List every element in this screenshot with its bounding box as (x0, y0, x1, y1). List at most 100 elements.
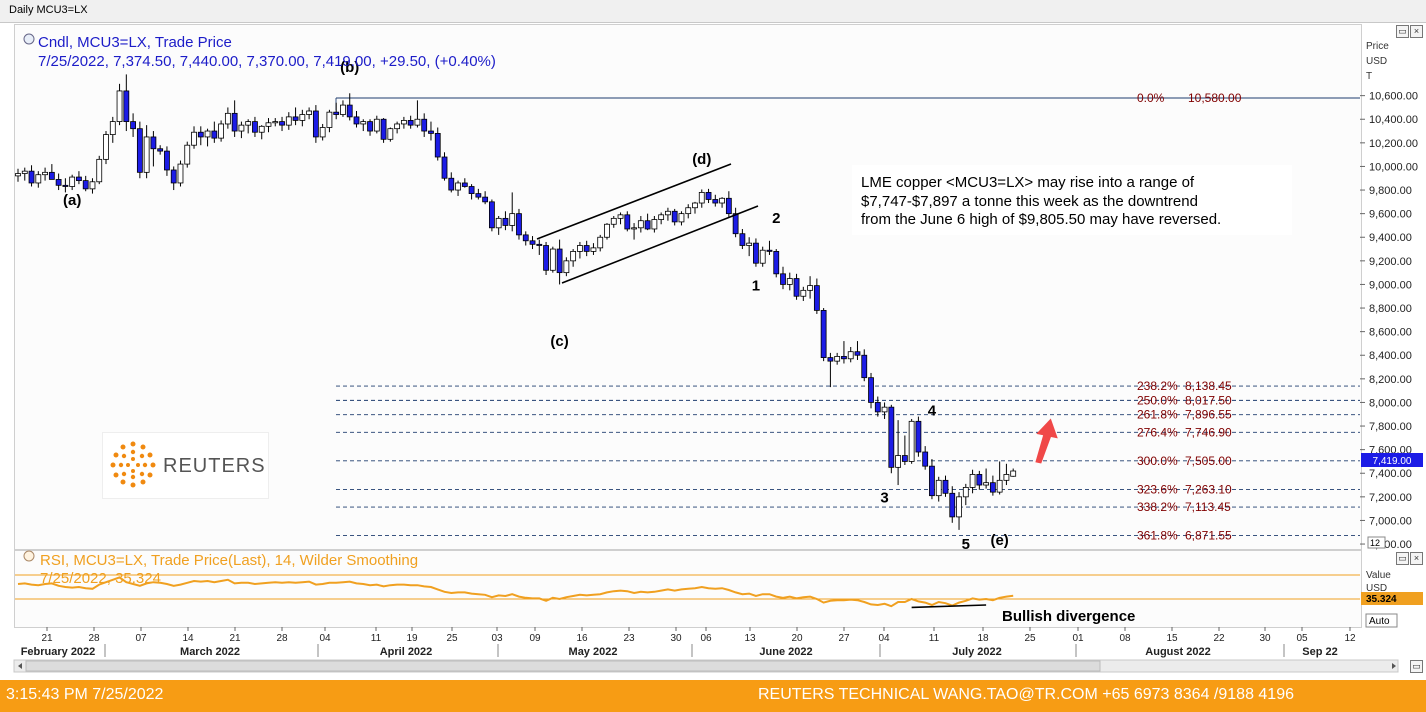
candle-down (170, 169, 177, 184)
last-price-tag-bg (1361, 453, 1423, 467)
annotations: LME copper <MCU3=LX> may rise into a ran… (536, 163, 1292, 464)
candle-down (854, 351, 861, 356)
candle-up (414, 118, 421, 126)
candle-up (245, 121, 252, 126)
scroll-end-button[interactable]: ▭ (1410, 660, 1423, 673)
window-title: Daily MCU3=LX (9, 4, 88, 16)
time-month-label: May 2022 (569, 646, 618, 658)
time-day-label: 22 (1213, 633, 1225, 644)
candle-down (123, 90, 130, 123)
last-price-tag: 7,419.00 (1373, 456, 1412, 467)
candle-up (265, 122, 272, 127)
candle-down (502, 217, 509, 226)
candle-down (76, 176, 82, 182)
time-month-label: April 2022 (380, 646, 433, 658)
candle-down (130, 121, 136, 130)
annotation-line-1: LME copper <MCU3=LX> may rise into a ran… (861, 174, 1195, 191)
price-tick-label: 8,200.00 (1369, 374, 1412, 386)
candle-up (617, 214, 624, 219)
candle-down (766, 249, 773, 252)
auto-button[interactable] (1365, 613, 1398, 628)
rsi-panel-restore-button[interactable]: ▭ (1396, 552, 1409, 565)
time-day-label: 18 (977, 633, 989, 644)
time-day-label: 30 (670, 633, 682, 644)
candle-up (577, 245, 583, 252)
candle-down (739, 233, 746, 246)
time-day-label: 28 (276, 633, 288, 644)
candle-down (705, 192, 712, 200)
candle-up (455, 182, 461, 191)
price-axis-title-1: Price (1366, 41, 1389, 52)
candle-down (367, 121, 373, 132)
chart-canvas: 0.0% 10,580.00 238.2% 8,138.45 250.0% 8,017.5… (13, 33, 1423, 673)
candle-down (48, 171, 55, 180)
candle-down (820, 310, 827, 359)
legend-info-icon[interactable] (23, 33, 35, 45)
fib-price-label: 8,017.50 (1185, 393, 1232, 407)
candle-down (150, 136, 157, 150)
candle-up (1010, 470, 1017, 477)
candle-up (800, 289, 807, 297)
main-panel-close-button[interactable]: × (1410, 25, 1423, 38)
candle-up (719, 197, 725, 204)
candle-down (434, 133, 441, 158)
bullish-divergence-label: Bullish divergence (1002, 608, 1135, 625)
time-month-label: March 2022 (180, 646, 240, 658)
candle-up (597, 236, 604, 249)
candle-up (746, 242, 753, 246)
time-day-label: 20 (791, 633, 803, 644)
candle-down (428, 130, 434, 134)
candle-down (671, 210, 678, 223)
price-tick-label: 9,200.00 (1369, 256, 1412, 268)
candle-down (164, 150, 170, 171)
candle-up (759, 249, 766, 264)
rsi-panel-close-button[interactable]: × (1410, 552, 1423, 565)
candle-up (69, 176, 76, 187)
price-tick-label: 9,600.00 (1369, 209, 1412, 221)
candle-down (901, 455, 908, 462)
candle-up (895, 455, 901, 468)
time-day-label: 25 (446, 633, 458, 644)
zoom-box[interactable] (1367, 536, 1386, 549)
candle-up (96, 158, 103, 183)
price-tick-label: 8,600.00 (1369, 327, 1412, 339)
time-day-label: 14 (182, 633, 194, 644)
candle-up (218, 123, 225, 139)
price-tick-label: 7,800.00 (1369, 421, 1412, 433)
rsi-legend-info-icon[interactable] (23, 550, 35, 562)
wave-label: (a) (63, 192, 81, 209)
scrollbar-thumb[interactable] (25, 660, 1101, 672)
candle-up (678, 213, 685, 223)
fib-percent-label: 238.2% (1137, 379, 1178, 393)
price-tick-label: 8,400.00 (1369, 350, 1412, 362)
legend-ohlc-values: 7/25/2022, 7,374.50, 7,440.00, 7,370.00,… (38, 53, 496, 70)
candle-up (272, 121, 279, 124)
candle-down (211, 130, 218, 139)
channel-lower-line (561, 205, 759, 284)
candle-down (157, 148, 164, 152)
candle-up (177, 163, 184, 184)
candle-up (116, 90, 123, 123)
time-day-label: 16 (576, 633, 588, 644)
fib-price-label: 7,896.55 (1185, 408, 1232, 422)
candle-up (610, 217, 617, 225)
candle-up (42, 171, 48, 176)
price-tick-label: 8,000.00 (1369, 397, 1412, 409)
candle-down (543, 245, 549, 271)
candle-up (570, 251, 577, 262)
wave-label: (d) (692, 151, 711, 168)
price-tick-label: 10,600.00 (1369, 91, 1418, 103)
candles (15, 74, 1017, 530)
rsi-tag-bg (1361, 592, 1423, 605)
candle-up (103, 134, 109, 160)
candle-up (191, 131, 197, 146)
fib-price-label: 8,138.45 (1185, 379, 1232, 393)
candle-down (468, 186, 475, 194)
candle-up (143, 136, 150, 173)
candle-down (346, 104, 353, 118)
main-panel-restore-button[interactable]: ▭ (1396, 25, 1409, 38)
fib-price-label: 6,871.55 (1185, 529, 1232, 543)
fib-percent-label: 300.0% (1137, 454, 1178, 468)
candle-up (340, 104, 346, 115)
price-tick-label: 7,400.00 (1369, 468, 1412, 480)
